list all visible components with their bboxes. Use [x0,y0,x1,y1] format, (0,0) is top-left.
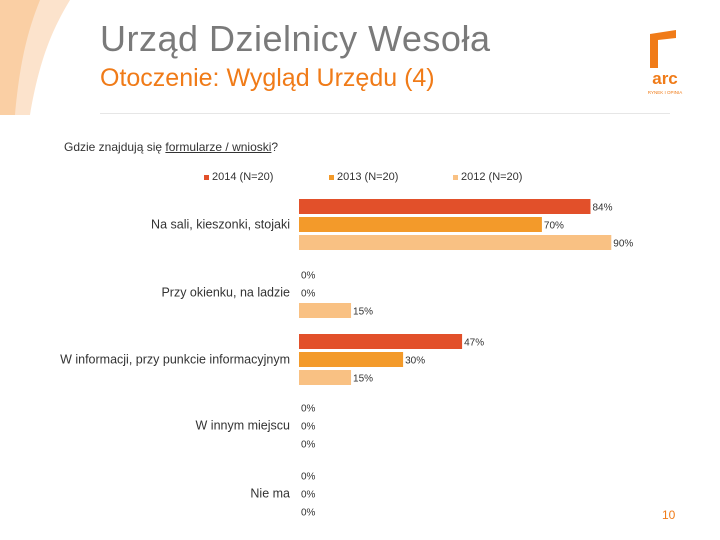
bar-2013-na-sali-kieszonki-stojaki [299,217,542,232]
arc-logo: arc RYNEK I OPINIA [636,20,694,100]
value-label-2014-przy-okienku-na-ladzie: 0% [301,271,316,282]
bar-2012-w-informacji-przy-punkcie-informacyjnym [299,370,352,385]
legend-swatch-2012 [453,174,458,180]
question-suffix: ? [271,140,279,154]
question-underlined: formularze / wnioski [165,140,272,154]
value-label-2014-nie-ma: 0% [301,472,316,483]
logo-tagline: RYNEK I OPINIA [648,90,682,95]
legend-2014: 2014 (N=20) [204,171,273,183]
value-label-2012-w-innym-miejscu: 0% [301,440,316,451]
bar-2014-w-informacji-przy-punkcie-informacyjnym [299,334,463,349]
page-subtitle: Otoczenie: Wygląd Urzędu (4) [100,64,435,92]
value-label-2014-w-informacji-przy-punkcie-informacyjnym: 47% [464,338,484,349]
legend-swatch-2013 [329,174,334,180]
bar-2014-na-sali-kieszonki-stojaki [299,199,591,214]
value-label-2013-w-informacji-przy-punkcie-informacyjnym: 30% [405,356,425,367]
value-label-2012-nie-ma: 0% [301,508,316,519]
legend-label-2014: 2014 (N=20) [212,171,274,183]
category-label-w-informacji-przy-punkcie-informacyjnym: W informacji, przy punkcie informacyjnym [60,353,290,367]
page-title: Urząd Dzielnicy Wesoła [100,18,491,59]
value-label-2013-w-innym-miejscu: 0% [301,422,316,433]
category-label-w-innym-miejscu: W innym miejscu [196,419,291,433]
legend-label-2012: 2012 (N=20) [461,171,523,183]
category-label-przy-okienku-na-ladzie: Przy okienku, na ladzie [161,286,290,300]
value-label-2012-przy-okienku-na-ladzie: 15% [353,307,373,318]
value-label-2012-na-sali-kieszonki-stojaki: 90% [613,239,633,250]
survey-question: Gdzie znajdują się formularze / wnioski? [64,140,278,154]
legend-2013: 2013 (N=20) [329,171,398,183]
value-label-2014-w-innym-miejscu: 0% [301,404,316,415]
value-label-2013-przy-okienku-na-ladzie: 0% [301,289,316,300]
category-label-nie-ma: Nie ma [250,487,290,501]
legend-label-2013: 2013 (N=20) [337,171,399,183]
value-label-2012-w-informacji-przy-punkcie-informacyjnym: 15% [353,374,373,385]
value-label-2013-na-sali-kieszonki-stojaki: 70% [544,221,564,232]
decorative-swoosh [0,0,95,115]
value-label-2013-nie-ma: 0% [301,490,316,501]
bar-2013-w-informacji-przy-punkcie-informacyjnym [299,352,404,367]
value-label-2014-na-sali-kieszonki-stojaki: 84% [592,203,612,214]
legend-swatch-2014 [204,174,209,180]
legend-2012: 2012 (N=20) [453,171,522,183]
logo-text: arc [652,69,678,88]
category-label-na-sali-kieszonki-stojaki: Na sali, kieszonki, stojaki [151,218,290,232]
page-number: 10 [662,508,676,522]
header-divider [100,113,670,114]
bar-2012-przy-okienku-na-ladzie [299,303,352,318]
question-prefix: Gdzie znajdują się [64,140,166,154]
bar-2012-na-sali-kieszonki-stojaki [299,235,612,250]
